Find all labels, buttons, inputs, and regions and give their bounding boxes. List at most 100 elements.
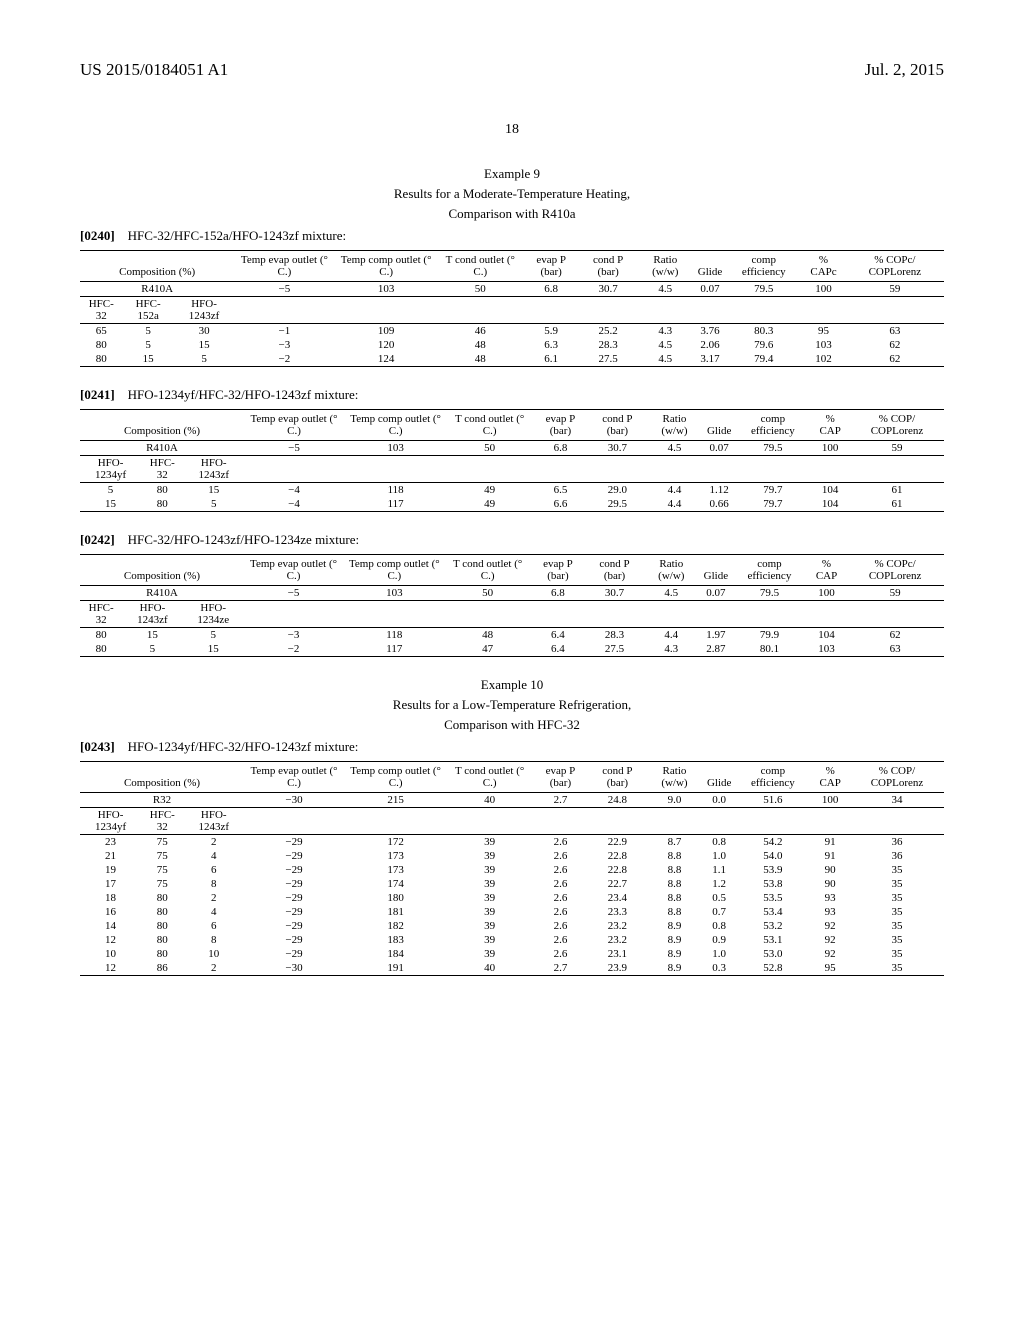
mix1-line: [0240] HFC-32/HFC-152a/HFO-1243zf mixtur… (80, 228, 944, 244)
table-cell: 181 (344, 905, 447, 919)
table-cell: 29.5 (589, 497, 646, 512)
table-cell: 47 (446, 642, 530, 657)
table-cell: 53.2 (735, 919, 810, 933)
table-row: 23752−29172392.622.98.70.854.29136 (80, 835, 944, 850)
table-cell: 39 (447, 891, 532, 905)
table-cell: 109 (335, 324, 438, 339)
table-cell: 2 (184, 835, 244, 850)
table-cell: 191 (344, 961, 447, 976)
page-header: US 2015/0184051 A1 Jul. 2, 2015 (80, 60, 944, 80)
table-cell: 3.76 (694, 324, 726, 339)
example9-sub1: Results for a Moderate-Temperature Heati… (80, 186, 944, 202)
table-cell: 2.87 (700, 642, 732, 657)
table-row: 58015−4118496.529.04.41.1279.710461 (80, 483, 944, 498)
table-cell: 0.66 (703, 497, 735, 512)
table-cell: 6.6 (532, 497, 589, 512)
table-cell: 53.9 (735, 863, 810, 877)
table-cell: 22.8 (589, 863, 646, 877)
table-cell: 10 (184, 947, 244, 961)
table-1: Composition (%) Temp evap outlet (° C.) … (80, 250, 944, 367)
mix3-text: HFC-32/HFO-1243zf/HFO-1234ze mixture: (128, 532, 359, 547)
table-cell: 6.5 (532, 483, 589, 498)
table-cell: 6.3 (523, 338, 580, 352)
table-cell: 39 (447, 835, 532, 850)
table-cell: 2.6 (532, 877, 589, 891)
table-cell: 180 (344, 891, 447, 905)
table-cell: 92 (810, 933, 850, 947)
table-cell: 35 (850, 919, 944, 933)
table-cell: 8.8 (646, 905, 703, 919)
table-cell: 80 (141, 891, 183, 905)
table-cell: 6.4 (530, 628, 586, 643)
table-cell: 8 (184, 933, 244, 947)
table-cell: 28.3 (580, 338, 637, 352)
table-cell: 103 (801, 338, 845, 352)
ref-row: R32 −30 215 40 2.7 24.8 9.0 0.0 51.6 100… (80, 793, 944, 808)
table-row: 17758−29174392.622.78.81.253.89035 (80, 877, 944, 891)
table-cell: 18 (80, 891, 141, 905)
table-cell: 75 (141, 849, 183, 863)
table-cell: 4.4 (646, 497, 703, 512)
table-cell: 8.9 (646, 947, 703, 961)
table-cell: −29 (244, 919, 344, 933)
table-cell: 2.6 (532, 933, 589, 947)
table-cell: −3 (234, 338, 334, 352)
table-cell: 22.9 (589, 835, 646, 850)
table-cell: 1.12 (703, 483, 735, 498)
example10-sub1: Results for a Low-Temperature Refrigerat… (80, 697, 944, 713)
mix2-text: HFO-1234yf/HFC-32/HFO-1243zf mixture: (128, 387, 359, 402)
table-cell: 8 (184, 877, 244, 891)
table-row: 65530−1109465.925.24.33.7680.39563 (80, 324, 944, 339)
table-cell: 63 (846, 642, 944, 657)
table-cell: 1.1 (703, 863, 735, 877)
table-cell: 15 (183, 642, 244, 657)
table-cell: 2.06 (694, 338, 726, 352)
col-comp: Composition (%) (80, 251, 234, 282)
table-cell: 80 (80, 338, 122, 352)
col-tcond: T cond outlet (° C.) (438, 251, 523, 282)
table-cell: 8.9 (646, 933, 703, 947)
table-cell: 0.9 (703, 933, 735, 947)
table-cell: 5 (80, 483, 141, 498)
table-cell: 91 (810, 835, 850, 850)
table-row: 16804−29181392.623.38.80.753.49335 (80, 905, 944, 919)
table-cell: 21 (80, 849, 141, 863)
table-2: Composition (%) Temp evap outlet (° C.) … (80, 409, 944, 512)
table-cell: 2.6 (532, 863, 589, 877)
example9-title: Example 9 (80, 166, 944, 182)
table-cell: 1.0 (703, 947, 735, 961)
col-cop: % COPc/ COPLorenz (846, 251, 944, 282)
table-cell: 2 (184, 961, 244, 976)
sub-header-row: HFO-1234yf HFC-32 HFO-1243zf (80, 456, 944, 483)
table-cell: 35 (850, 933, 944, 947)
table-cell: 53.8 (735, 877, 810, 891)
table-cell: −29 (244, 933, 344, 947)
col-glide: Glide (694, 251, 726, 282)
table-cell: 35 (850, 905, 944, 919)
table-3: Composition (%) Temp evap outlet (° C.) … (80, 554, 944, 657)
table-cell: 39 (447, 905, 532, 919)
table-cell: 36 (850, 835, 944, 850)
table-cell: 5 (122, 338, 173, 352)
example10-title: Example 10 (80, 677, 944, 693)
table-cell: 53.5 (735, 891, 810, 905)
table-cell: 75 (141, 863, 183, 877)
table-cell: 95 (801, 324, 845, 339)
table-cell: 172 (344, 835, 447, 850)
table-cell: 174 (344, 877, 447, 891)
table-cell: 6.1 (523, 352, 580, 367)
table-cell: 6.4 (530, 642, 586, 657)
table-cell: 53.1 (735, 933, 810, 947)
table-cell: 2.6 (532, 849, 589, 863)
example10-sub2: Comparison with HFC-32 (80, 717, 944, 733)
ref-row: R410A −5 103 50 6.8 30.7 4.5 0.07 79.5 1… (80, 586, 944, 601)
table-cell: 183 (344, 933, 447, 947)
table-cell: 80 (141, 947, 183, 961)
para-num: [0243] (80, 739, 115, 754)
table-cell: 53.4 (735, 905, 810, 919)
table-cell: 6 (184, 863, 244, 877)
table-cell: 92 (810, 947, 850, 961)
table-cell: 48 (446, 628, 530, 643)
col-tcomp: Temp comp outlet (° C.) (335, 251, 438, 282)
table-cell: 4.4 (643, 628, 700, 643)
